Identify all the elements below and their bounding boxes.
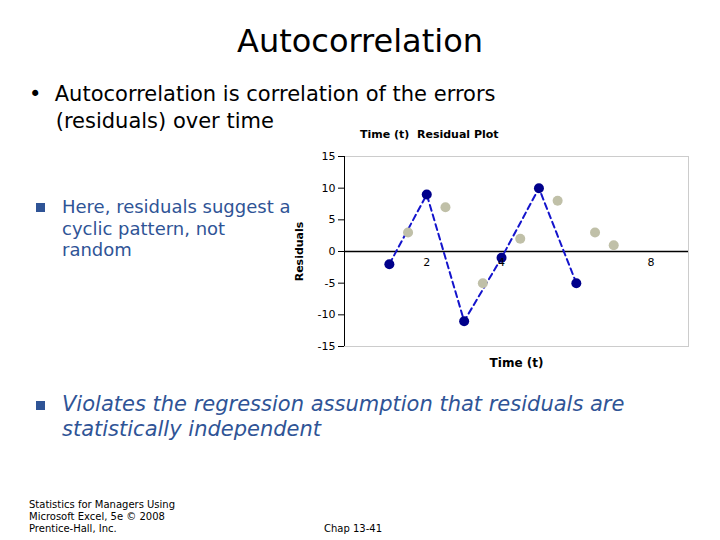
svg-text:Residuals: Residuals (293, 221, 306, 281)
svg-text:-10: -10 (318, 308, 336, 321)
html-text:Here, residuals suggest a cycl: Here, residuals suggest a cyclic pattern… (62, 196, 291, 261)
html-text:Chap 13-41: Chap 13-41 (324, 523, 382, 534)
svg-text:8: 8 (648, 256, 655, 269)
html-text:Statistics for Managers Using: Statistics for Managers Using Microsoft … (29, 499, 175, 534)
html-text:• Autocorrelation is correlati: • Autocorrelation is correlation of the … (29, 82, 496, 106)
svg-text:-5: -5 (325, 277, 336, 290)
html-text:Autocorrelation: Autocorrelation (237, 22, 483, 60)
svg-text:4: 4 (498, 256, 505, 269)
svg-text:0: 0 (329, 245, 336, 258)
svg-text:-15: -15 (318, 340, 336, 353)
svg-text:Time (t): Time (t) (490, 356, 544, 370)
svg-text:15: 15 (322, 150, 336, 163)
html-text:Time (t) Residual Plot: Time (t) Residual Plot (360, 128, 499, 141)
html-text:(residuals) over time: (residuals) over time (29, 109, 274, 133)
svg-text:5: 5 (329, 213, 336, 226)
html-text:Violates the regression assump: Violates the regression assumption that … (62, 392, 625, 442)
svg-text:10: 10 (322, 182, 336, 195)
svg-text:2: 2 (423, 256, 430, 269)
